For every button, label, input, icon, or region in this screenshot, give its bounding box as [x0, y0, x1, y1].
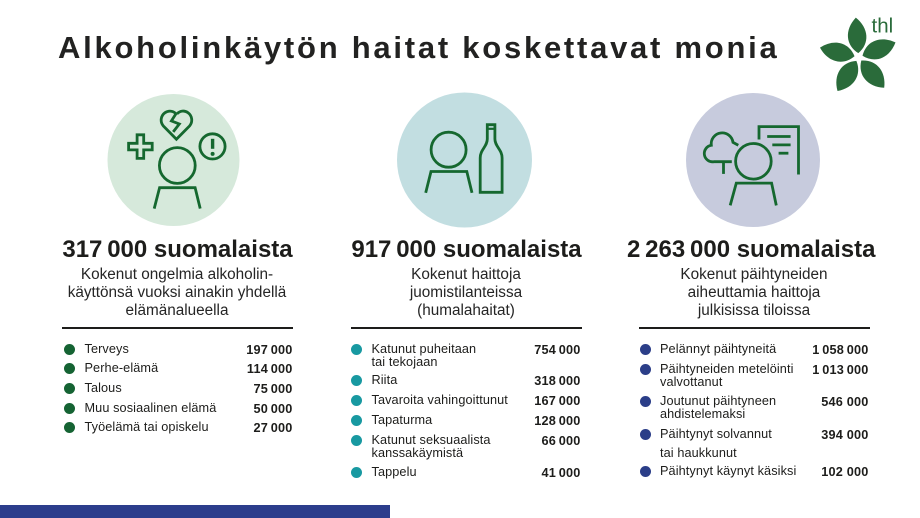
svg-text:thl: thl	[872, 15, 894, 38]
